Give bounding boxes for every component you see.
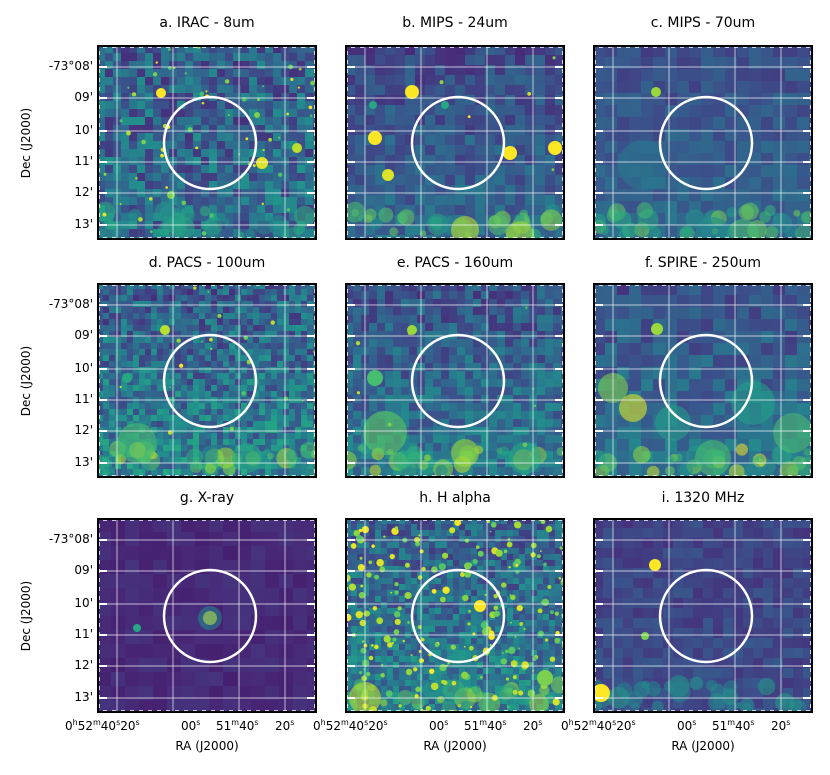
ra-tick-label: 20s (771, 718, 791, 733)
ra-tick-label: 0h52m40s20s (65, 718, 140, 733)
panel-title-d: d. PACS - 100um (148, 255, 266, 271)
panel-title-b: b. MIPS - 24um (402, 15, 508, 31)
aperture-circle (162, 568, 258, 664)
ra-tick-label: 00s (181, 718, 201, 733)
ra-tick-label: 20s (275, 718, 295, 733)
dec-tick-label: 09' (74, 563, 93, 577)
ra-tick-label: 51m40s (464, 718, 507, 733)
ra-tick-label: 51m40s (216, 718, 259, 733)
dec-tick-label: 10' (74, 361, 93, 375)
aperture-circle (658, 568, 754, 664)
map-panel-pacs-160um (345, 283, 565, 478)
ra-tick-label: 20s (523, 718, 543, 733)
aperture-circle (162, 95, 258, 191)
x-axis-label-a: RA (J2000) (175, 739, 239, 753)
ra-tick-label: 00s (429, 718, 449, 733)
dec-tick-label: 10' (74, 596, 93, 610)
panel-title-h: h. H alpha (419, 490, 491, 506)
dec-tick-label: 11' (74, 154, 93, 168)
aperture-circle (162, 333, 258, 429)
panel-title-f: f. SPIRE - 250um (644, 255, 762, 271)
map-panel-mips-24um (345, 45, 565, 240)
aperture-circle (410, 95, 506, 191)
dec-tick-label: 09' (74, 328, 93, 342)
panel-title-c: c. MIPS - 70um (650, 15, 756, 31)
dec-tick-label: 13' (74, 690, 93, 704)
aperture-circle (410, 568, 506, 664)
y-axis-label-row2: Dec (J2000) (19, 345, 33, 416)
map-panel-pacs-100um (97, 283, 317, 478)
panel-title-e: e. PACS - 160um (396, 255, 514, 271)
panel-title-a: a. IRAC - 8um (159, 15, 255, 31)
dec-tick-label: -73°08' (48, 532, 93, 546)
dec-tick-label: 12' (74, 423, 93, 437)
map-panel-h-alpha (345, 518, 565, 713)
aperture-circle (410, 333, 506, 429)
y-axis-label-row1: Dec (J2000) (19, 107, 33, 178)
x-axis-label-c: RA (J2000) (671, 739, 735, 753)
dec-tick-label: 12' (74, 185, 93, 199)
dec-tick-label: -73°08' (48, 59, 93, 73)
map-panel-1320-mhz (593, 518, 813, 713)
ra-tick-label: 0h52m40s20s (313, 718, 388, 733)
map-panel-spire-250um (593, 283, 813, 478)
aperture-circle (658, 333, 754, 429)
dec-tick-label: 10' (74, 123, 93, 137)
aperture-circle (658, 95, 754, 191)
panel-title-i: i. 1320 MHz (661, 490, 745, 506)
panel-title-g: g. X-ray (179, 490, 235, 506)
dec-tick-label: 09' (74, 90, 93, 104)
ra-tick-label: 51m40s (712, 718, 755, 733)
ra-tick-label: 00s (677, 718, 697, 733)
dec-tick-label: 13' (74, 217, 93, 231)
ra-tick-label: 0h52m40s20s (561, 718, 636, 733)
dec-tick-label: 12' (74, 658, 93, 672)
dec-tick-label: 11' (74, 392, 93, 406)
map-panel-xray (97, 518, 317, 713)
y-axis-label-row3: Dec (J2000) (19, 580, 33, 651)
x-axis-label-b: RA (J2000) (423, 739, 487, 753)
map-panel-mips-70um (593, 45, 813, 240)
dec-tick-label: 13' (74, 455, 93, 469)
map-panel-irac-8um (97, 45, 317, 240)
dec-tick-label: -73°08' (48, 297, 93, 311)
dec-tick-label: 11' (74, 627, 93, 641)
